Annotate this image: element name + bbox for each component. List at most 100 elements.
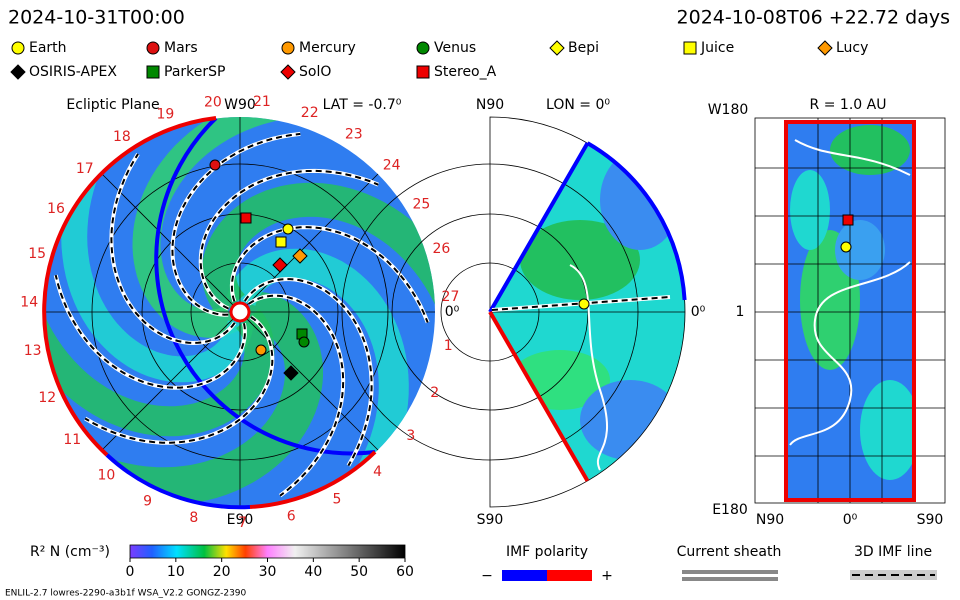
legend-label: OSIRIS-APEX — [29, 64, 117, 80]
legend-symbol — [683, 41, 697, 55]
axis-label: N90 — [756, 512, 784, 528]
meridional-image — [490, 143, 686, 481]
imf-line — [199, 169, 379, 310]
run-time: 2024-10-31T00:00 — [8, 7, 185, 29]
density-band — [201, 182, 435, 438]
sector-label: 26 — [432, 241, 450, 257]
density-band — [45, 176, 275, 437]
sector-label: 9 — [143, 494, 152, 510]
sector-label: 8 — [189, 510, 198, 526]
panel-title: Ecliptic Plane — [66, 97, 159, 113]
sector-label: 7 — [238, 515, 247, 531]
colorbar-label: R² N (cm⁻³) — [30, 544, 110, 560]
colorbar-tick-label: 30 — [259, 564, 277, 580]
sector-label: 10 — [97, 467, 115, 483]
imf-positive — [547, 570, 592, 581]
sector-label: 27 — [442, 289, 460, 305]
key-title: Current sheath — [677, 544, 782, 560]
sector-label: 13 — [24, 343, 42, 359]
legend-label: Bepi — [568, 40, 599, 56]
radial-grid — [754, 117, 946, 504]
axis-label: E90 — [227, 512, 254, 528]
model-time: 2024-10-08T06 +22.72 days — [677, 7, 950, 29]
panel-title: R = 1.0 AU — [810, 97, 887, 113]
legend-label: ParkerSP — [164, 64, 225, 80]
axis-label: N90 — [476, 97, 504, 113]
key-sign: + — [601, 568, 613, 584]
sector-label: 6 — [287, 509, 296, 525]
axis-label: E180 — [712, 502, 748, 518]
sector-label: 16 — [47, 201, 65, 217]
imf-line — [84, 316, 274, 444]
axis-label: W90 — [224, 97, 256, 113]
colorbar-tick-label: 0 — [126, 564, 135, 580]
density-band — [132, 117, 425, 338]
colorbar-tick-label: 50 — [350, 564, 368, 580]
legend-label: Earth — [29, 40, 67, 56]
colorbar-tick-label: 10 — [167, 564, 185, 580]
sector-label: 4 — [373, 464, 382, 480]
sector-label: 15 — [28, 246, 46, 262]
legend-label: Mercury — [299, 40, 356, 56]
imf-line — [230, 226, 429, 323]
legend-label: Juice — [700, 40, 734, 56]
legend-symbol — [817, 40, 833, 56]
legend-label: SolO — [299, 64, 331, 80]
key-title: IMF polarity — [506, 544, 588, 560]
legend-symbol — [146, 41, 160, 55]
ecliptic-grid — [42, 116, 435, 510]
legend-symbol — [280, 64, 296, 80]
sector-label: 17 — [76, 161, 94, 177]
axis-label: 1 — [736, 304, 745, 320]
legend-symbol — [416, 65, 430, 79]
imf-line — [248, 294, 345, 497]
imf-line — [243, 278, 373, 467]
radial-image — [786, 122, 914, 500]
sector-label: 19 — [156, 107, 174, 123]
sector-label: 14 — [20, 294, 38, 310]
sector-label: 24 — [383, 157, 401, 173]
sector-label: 2 — [430, 385, 439, 401]
colorbar — [129, 544, 406, 559]
sector-label: 23 — [345, 126, 363, 142]
imf-line — [110, 153, 236, 345]
colorbar-tick-label: 40 — [304, 564, 322, 580]
sheath-line — [682, 577, 778, 581]
legend-label: Stereo_A — [434, 64, 497, 80]
legend-symbol — [11, 41, 25, 55]
key-sign: − — [481, 568, 493, 584]
axis-label: S90 — [477, 512, 504, 528]
sector-label: 20 — [204, 95, 222, 111]
footer: ENLIL-2.7 lowres-2290-a3b1f WSA_V2.2 GON… — [5, 589, 247, 599]
axis-label: S90 — [917, 512, 944, 528]
legend-symbol — [146, 65, 160, 79]
legend-symbol — [416, 41, 430, 55]
axis-label: W180 — [708, 102, 749, 118]
sector-label: 25 — [412, 196, 430, 212]
colorbar-tick-label: 60 — [396, 564, 414, 580]
legend: Earth Mars Mercury Venus Bepi Juice Lucy OSIRIS… — [10, 40, 868, 80]
sector-label: 11 — [63, 432, 81, 448]
key-title: 3D IMF line — [854, 544, 932, 560]
legend-symbol — [281, 41, 295, 55]
legend-symbol — [10, 64, 26, 80]
legend-label: Mars — [164, 40, 198, 56]
legend-label: Lucy — [836, 40, 868, 56]
axis-label: 0⁰ — [843, 512, 858, 528]
imf-negative — [502, 570, 547, 581]
legend-symbol — [549, 40, 565, 56]
sector-label: 3 — [406, 428, 415, 444]
sector-label: 21 — [253, 94, 271, 110]
colorbar-tick-label: 20 — [213, 564, 231, 580]
imf-line — [171, 132, 301, 316]
meridional-grid — [341, 116, 687, 508]
imf-line — [54, 274, 246, 389]
sector-label: 1 — [444, 338, 453, 354]
latitude: LAT = -0.7⁰ — [323, 97, 402, 113]
axis-label: 0⁰ — [691, 304, 706, 320]
sector-label: 12 — [38, 390, 56, 406]
sheath-line — [682, 570, 778, 574]
legend-label: Venus — [434, 40, 476, 56]
longitude: LON = 0⁰ — [546, 97, 610, 113]
